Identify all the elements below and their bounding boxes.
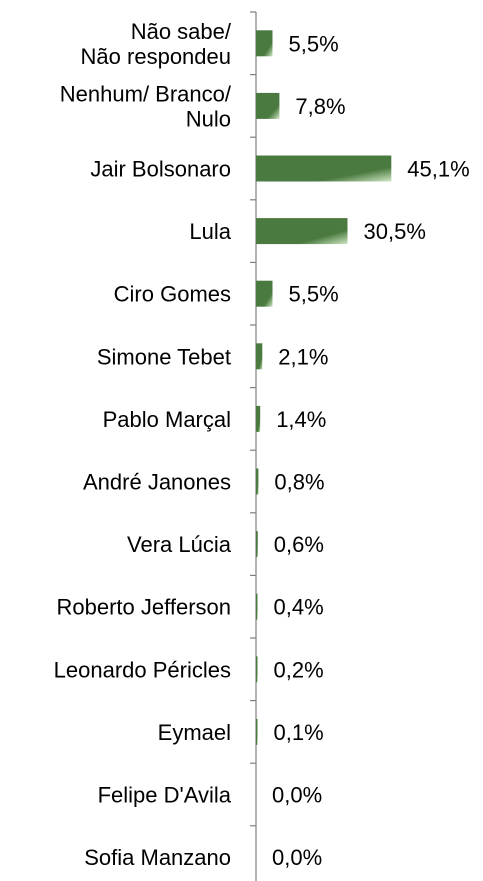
value-label: 5,5% <box>289 282 339 307</box>
value-label: 5,5% <box>289 31 339 56</box>
category-label: André Janones <box>83 470 231 495</box>
category-label: Lula <box>189 219 231 244</box>
category-label: Simone Tebet <box>97 344 231 369</box>
category-label: Ciro Gomes <box>114 282 231 307</box>
bar <box>256 531 258 558</box>
bar <box>256 656 258 683</box>
category-label: Roberto Jefferson <box>57 595 231 620</box>
bar <box>256 593 258 620</box>
bar <box>256 280 273 307</box>
category-label: Vera Lúcia <box>127 532 232 557</box>
bar <box>256 30 273 57</box>
value-label: 0,2% <box>274 657 324 682</box>
value-label: 0,0% <box>272 845 322 870</box>
bar <box>256 718 258 745</box>
category-label: Nulo <box>186 106 231 131</box>
category-label: Não sabe/ <box>131 19 232 44</box>
category-label: Não respondeu <box>81 44 231 69</box>
bar <box>256 155 392 182</box>
value-label: 0,4% <box>274 595 324 620</box>
category-label: Pablo Marçal <box>103 407 231 432</box>
value-label: 0,6% <box>274 532 324 557</box>
bar <box>256 218 348 245</box>
category-label: Eymael <box>158 720 231 745</box>
value-label: 2,1% <box>278 344 328 369</box>
bar <box>256 92 280 119</box>
category-label: Jair Bolsonaro <box>90 157 231 182</box>
category-label: Felipe D'Avila <box>98 783 232 808</box>
bar <box>256 405 261 432</box>
value-label: 0,0% <box>272 783 322 808</box>
category-label: Sofia Manzano <box>84 845 231 870</box>
category-label: Leonardo Péricles <box>54 657 231 682</box>
value-label: 0,1% <box>274 720 324 745</box>
bar <box>256 468 259 495</box>
bar <box>256 343 263 370</box>
value-label: 0,8% <box>274 470 324 495</box>
value-label: 1,4% <box>276 407 326 432</box>
value-label: 30,5% <box>364 219 426 244</box>
value-label: 45,1% <box>407 157 469 182</box>
value-label: 7,8% <box>295 94 345 119</box>
category-label: Nenhum/ Branco/ <box>60 81 232 106</box>
